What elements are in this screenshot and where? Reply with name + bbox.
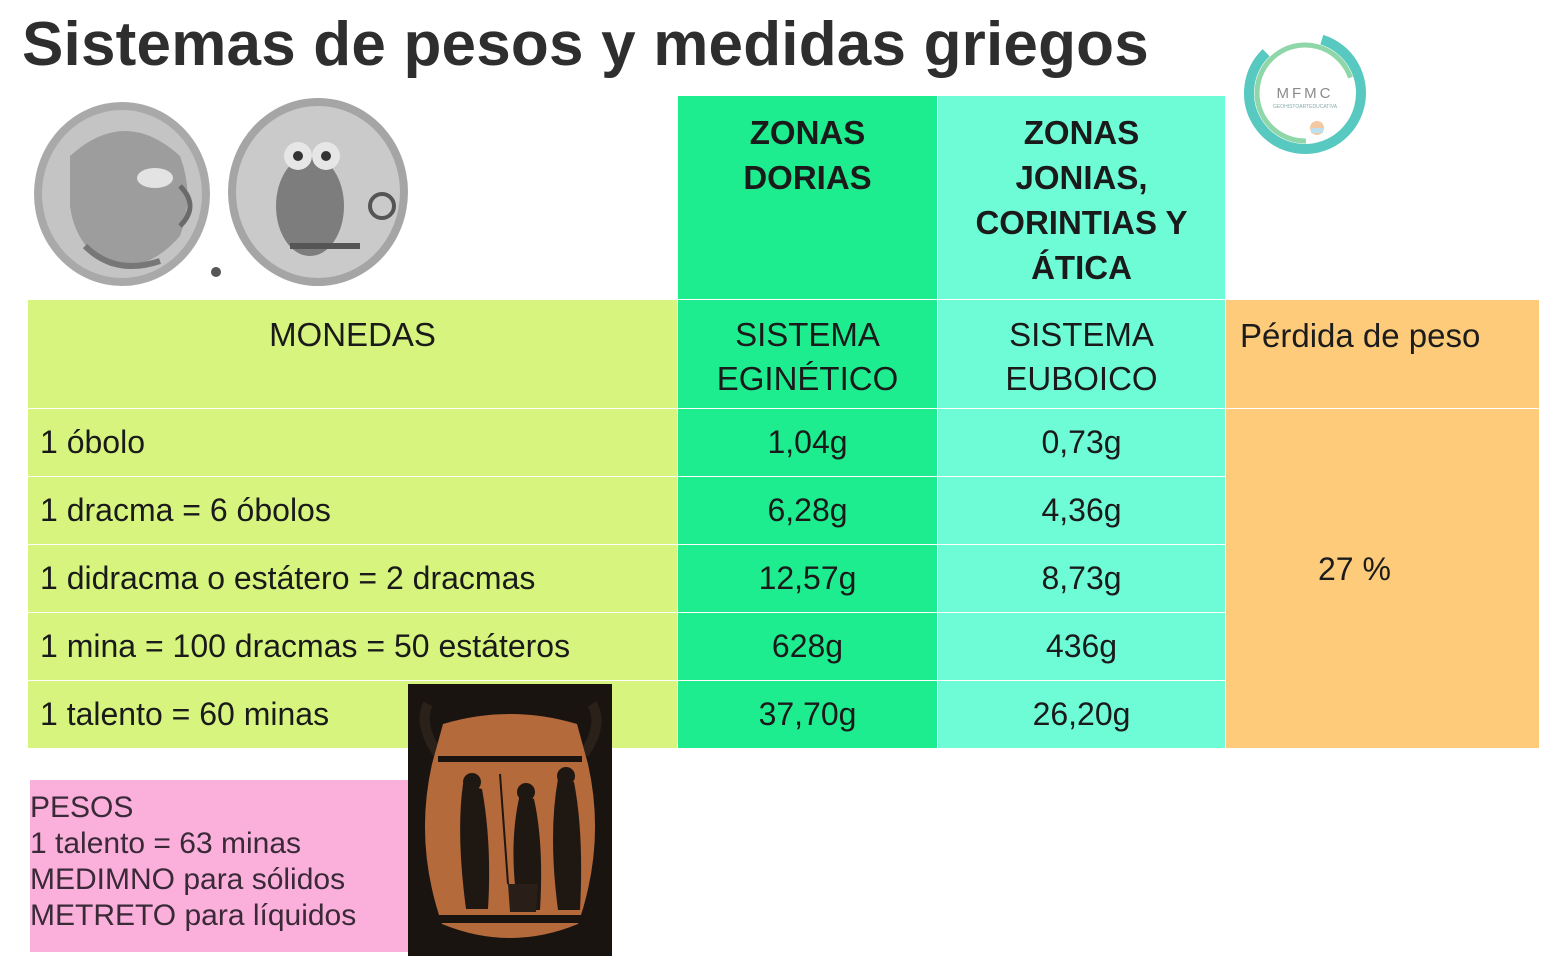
zone-jonias-line-4: ÁTICA (1031, 249, 1132, 286)
table-cell-euboico: 26,20g (938, 681, 1226, 749)
pesos-line: MEDIMNO para sólidos (30, 863, 346, 896)
column-header-eginetico: SISTEMA EGINÉTICO (678, 300, 938, 409)
zone-dorias-line-2: DORIAS (743, 159, 872, 196)
zone-jonias-line-3: CORINTIAS Y (975, 204, 1188, 241)
euboico-line-1: SISTEMA (1009, 316, 1154, 353)
eginetico-line-2: EGINÉTICO (716, 360, 899, 397)
coins-image (34, 98, 408, 286)
table-row-label: 1 dracma = 6 óbolos (28, 477, 678, 545)
table-cell-eginetico: 6,28g (678, 477, 938, 545)
loss-value-cell: 27 % (1226, 409, 1540, 749)
logo-subtext: GEOHISTOARTEDUCATIVA (1273, 104, 1338, 110)
column-header-perdida: Pérdida de peso (1226, 300, 1540, 409)
table-cell-eginetico: 12,57g (678, 545, 938, 613)
table-row-label: 1 óbolo (28, 409, 678, 477)
table-cell-euboico: 0,73g (938, 409, 1226, 477)
pesos-line: METRETO para líquidos (30, 899, 357, 932)
table-cell-euboico: 436g (938, 613, 1226, 681)
owl-coin-icon (228, 98, 408, 286)
zone-dorias-line-1: ZONAS (749, 114, 866, 151)
zone-header-dorias: ZONAS DORIAS (678, 96, 938, 300)
euboico-line-2: EUBOICO (1005, 360, 1158, 397)
greek-vase-image (408, 684, 612, 956)
table-cell-euboico: 4,36g (938, 477, 1226, 545)
column-header-euboico: SISTEMA EUBOICO (938, 300, 1226, 409)
column-header-monedas: MONEDAS (28, 300, 678, 409)
table-cell-eginetico: 1,04g (678, 409, 938, 477)
eginetico-line-1: SISTEMA (735, 316, 880, 353)
table-cell-eginetico: 628g (678, 613, 938, 681)
pesos-line: 1 talento = 63 minas (30, 827, 302, 860)
mfmc-logo: MFMC GEOHISTOARTEDUCATIVA (1244, 31, 1366, 154)
zone-jonias-line-2: JONIAS, (1015, 159, 1148, 196)
athena-coin-icon (34, 102, 210, 286)
logo-text: MFMC (1277, 85, 1334, 102)
pesos-box: PESOS 1 talento = 63 minas MEDIMNO para … (30, 780, 410, 952)
table-row-label: 1 mina = 100 dracmas = 50 estáteros (28, 613, 678, 681)
table-row-label: 1 didracma o estátero = 2 dracmas (28, 545, 678, 613)
zone-header-jonias: ZONAS JONIAS, CORINTIAS Y ÁTICA (938, 96, 1226, 300)
zone-jonias-line-1: ZONAS (1023, 114, 1140, 151)
table-cell-euboico: 8,73g (938, 545, 1226, 613)
pesos-line: PESOS (30, 791, 134, 824)
table-cell-eginetico: 37,70g (678, 681, 938, 749)
page-title: Sistemas de pesos y medidas griegos (22, 10, 1149, 79)
